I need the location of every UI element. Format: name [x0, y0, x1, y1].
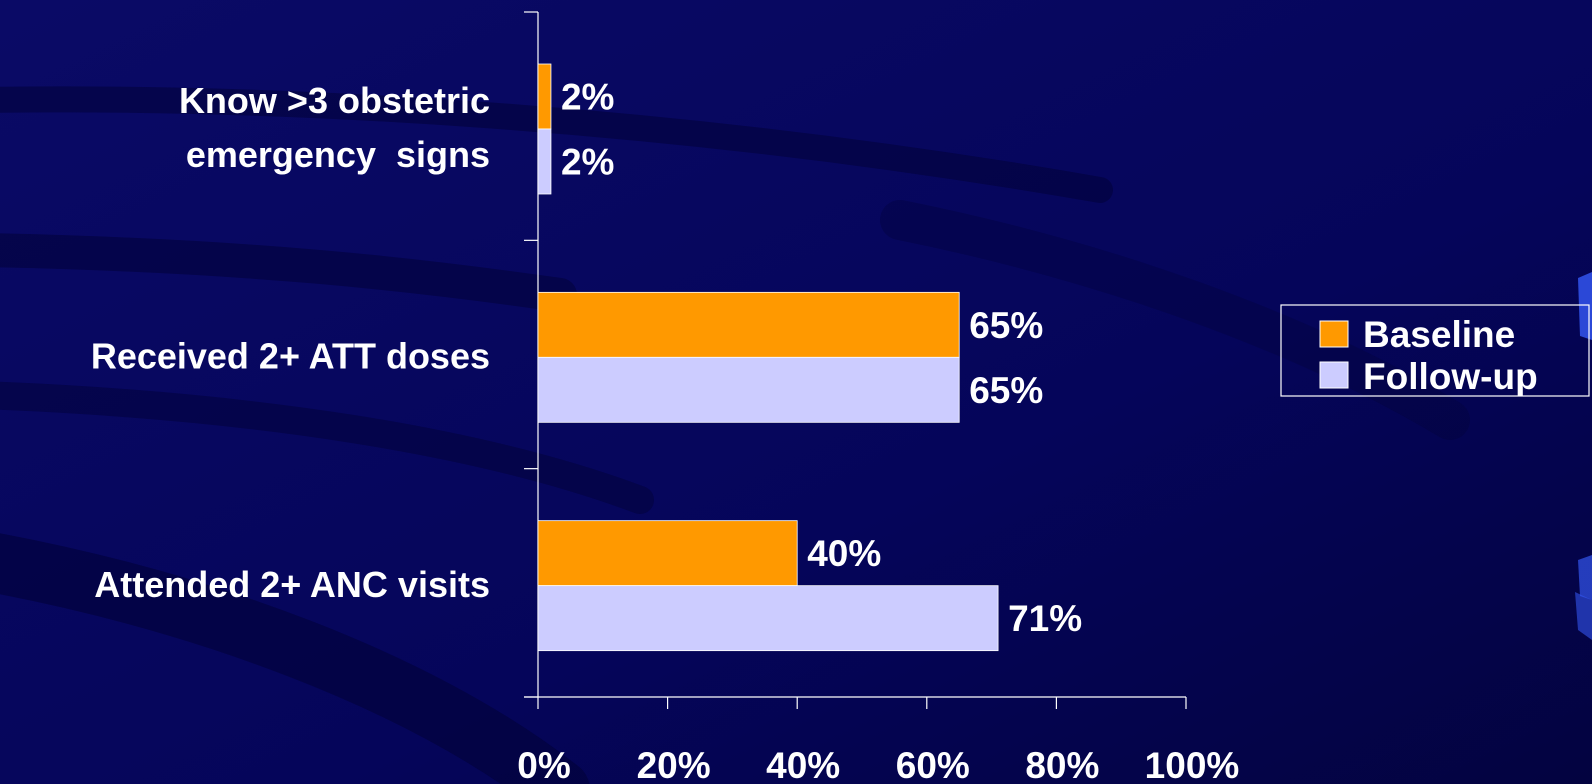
legend-box: [1280, 304, 1590, 397]
bar-category-1-baseline: [537, 63, 552, 130]
x-tick-label: 20%: [637, 745, 711, 784]
bar-category-2-follow-up: [537, 356, 960, 423]
accent-shape-top: [1578, 272, 1592, 340]
right-edge-accent: [1575, 272, 1592, 640]
x-tick-label: 100%: [1145, 745, 1240, 784]
accent-shape-bottom: [1575, 592, 1592, 640]
bars: [537, 63, 999, 652]
category-label-category-2: Received 2+ ATT doses: [91, 336, 490, 377]
x-tick-label: 80%: [1025, 745, 1099, 784]
value-label-category-3-baseline: 40%: [807, 533, 881, 574]
bar-category-2-baseline: [537, 291, 960, 358]
legend-swatch-follow-up: [1319, 361, 1349, 389]
x-tick-labels: 0% 20% 40% 60% 80% 100%: [517, 745, 1239, 784]
accent-shape-mid: [1578, 555, 1592, 600]
x-tick-label: 0%: [517, 745, 570, 784]
category-label-category-3: Attended 2+ ANC visits: [94, 564, 490, 605]
value-label-category-2-baseline: 65%: [969, 305, 1043, 346]
bar-category-1-follow-up: [537, 128, 552, 195]
value-label-category-1-follow-up: 2%: [561, 142, 614, 183]
legend-label-follow-up: Follow-up: [1363, 356, 1538, 397]
legend-label-baseline: Baseline: [1363, 314, 1515, 355]
x-tick-label: 40%: [766, 745, 840, 784]
value-label-category-2-follow-up: 65%: [969, 370, 1043, 411]
value-labels: 2% 2% 65% 65% 40% 71%: [561, 77, 1082, 640]
x-tick-label: 60%: [896, 745, 970, 784]
value-label-category-1-baseline: 2%: [561, 77, 614, 118]
background-swooshes: [0, 86, 1470, 784]
legend-swatch-baseline: [1319, 320, 1349, 348]
bar-category-3-baseline: [537, 520, 798, 587]
value-label-category-3-follow-up: 71%: [1008, 598, 1082, 639]
category-label-category-1-line-1: Know >3 obstetric: [179, 80, 490, 121]
category-labels: Know >3 obstetric emergency signs Received…: [91, 80, 490, 605]
bar-category-3-follow-up: [537, 585, 999, 652]
category-label-category-1-line-2: emergency signs: [186, 134, 490, 175]
legend: Baseline Follow-up: [1280, 304, 1590, 397]
